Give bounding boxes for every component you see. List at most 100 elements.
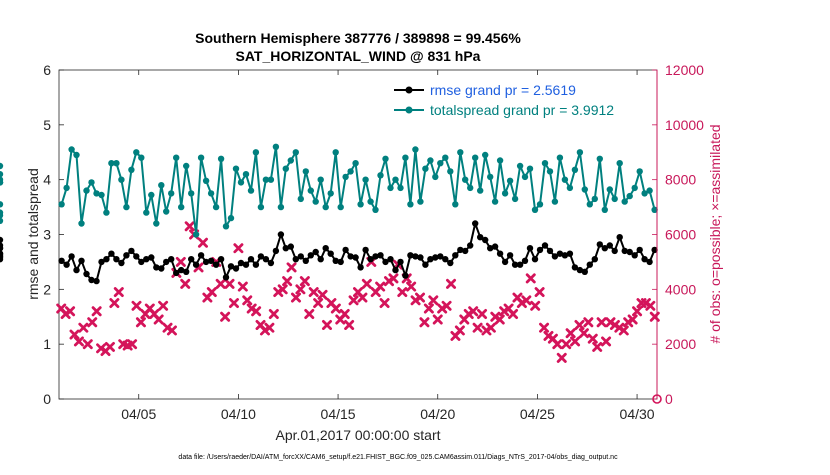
rmse-point (556, 250, 564, 257)
obs-marker (645, 300, 656, 311)
totalspread-point (536, 201, 544, 208)
totalspread-point (491, 198, 499, 205)
rmse-point (412, 253, 419, 260)
obs-marker (570, 336, 581, 347)
totalspread-point (83, 187, 90, 194)
totalspread-point (0, 201, 4, 208)
y-axis-left: 0 1 2 3 4 5 6 (43, 62, 64, 407)
totalspread-point (541, 160, 549, 167)
totalspread-point (556, 154, 564, 161)
obs-marker (299, 276, 310, 287)
totalspread-point (347, 168, 354, 175)
y2-tick-label: 12000 (665, 62, 704, 78)
totalspread-point (332, 149, 339, 156)
totalspread-point (571, 166, 579, 173)
obs-marker (525, 273, 536, 284)
totalspread-point (521, 173, 529, 181)
y2-tick-label: 4000 (665, 281, 696, 297)
totalspread-point (482, 151, 489, 159)
obs-marker (561, 339, 572, 350)
rmse-point (222, 274, 230, 281)
rmse-point (232, 265, 240, 272)
obs-marker (153, 314, 164, 325)
rmse-point (606, 242, 613, 249)
y2-tick-label: 6000 (665, 227, 696, 243)
totalspread-point (352, 160, 359, 167)
obs-marker (423, 303, 434, 314)
totalspread-point (377, 172, 384, 179)
rmse-point (277, 231, 285, 238)
rmse-point (511, 261, 519, 268)
rmse-point (501, 258, 509, 266)
obs-marker (73, 336, 84, 347)
obs-marker (220, 311, 231, 322)
obs-marker (104, 341, 115, 352)
totalspread-point (143, 209, 150, 216)
obs-marker (441, 300, 452, 311)
obs-marker (534, 287, 545, 298)
totalspread-point (128, 166, 135, 173)
rmse-point (621, 247, 628, 255)
totalspread-point (477, 187, 484, 194)
x-tick-label: 04/25 (520, 406, 555, 422)
rmse-point (337, 258, 344, 266)
totalspread-point (506, 177, 514, 184)
rmse-point (98, 258, 105, 266)
rmse-point (317, 256, 324, 263)
obs-marker (587, 333, 598, 344)
rmse-point (133, 253, 140, 260)
rmse-point (651, 246, 658, 254)
obs-marker (197, 237, 208, 248)
legend: rmse grand pr = 2.5619 totalspread grand… (388, 79, 654, 121)
totalspread-point (457, 149, 464, 156)
rmse-point (506, 252, 514, 259)
obs-marker (344, 319, 355, 330)
rmse-point (312, 248, 319, 256)
obs-marker (295, 284, 306, 295)
rmse-point (372, 253, 379, 260)
rmse-point (536, 246, 544, 254)
rmse-point (292, 256, 299, 263)
rmse-point (611, 247, 618, 255)
totalspread-point (437, 160, 444, 167)
totalspread-point (267, 176, 275, 183)
rmse-point (302, 257, 309, 264)
x-tick-label: 04/05 (121, 406, 156, 422)
rmse-point (347, 253, 354, 260)
totalspread-series (0, 143, 658, 238)
totalspread-point (0, 217, 4, 224)
rmse-point (163, 258, 170, 266)
y-axis-label: rmse and totalspread (25, 168, 41, 300)
data-file-footnote: data file: /Users/raeder/DAI/ATM_forcXX/… (178, 454, 618, 461)
obs-marker (330, 303, 341, 314)
rmse-point (257, 253, 265, 260)
rmse-point (188, 256, 195, 263)
obs-marker (184, 221, 195, 232)
y-axis-right: 0 2000 4000 6000 8000 10000 12000 (652, 62, 704, 407)
obs-count-series (56, 221, 662, 404)
totalspread-point (232, 165, 240, 172)
rmse-point (83, 270, 90, 278)
rmse-point (452, 252, 459, 259)
totalspread-point (188, 190, 195, 197)
rmse-point (322, 245, 329, 252)
rmse-point (227, 263, 235, 270)
rmse-point (173, 269, 180, 277)
y-tick-label: 5 (43, 117, 51, 133)
rmse-point (192, 261, 200, 268)
totalspread-point (317, 176, 324, 183)
totalspread-point (402, 154, 409, 161)
rmse-point (153, 264, 160, 271)
y-tick-label: 2 (43, 281, 51, 297)
rmse-point (202, 258, 210, 266)
rmse-point (118, 259, 125, 267)
rmse-point (362, 246, 369, 254)
totalspread-point (616, 160, 623, 167)
totalspread-point (0, 179, 4, 186)
rmse-point (0, 236, 4, 244)
totalspread-point (596, 155, 603, 162)
rmse-point (352, 254, 359, 261)
obs-marker (601, 336, 612, 347)
totalspread-point (158, 182, 165, 189)
obs-marker (574, 319, 585, 330)
